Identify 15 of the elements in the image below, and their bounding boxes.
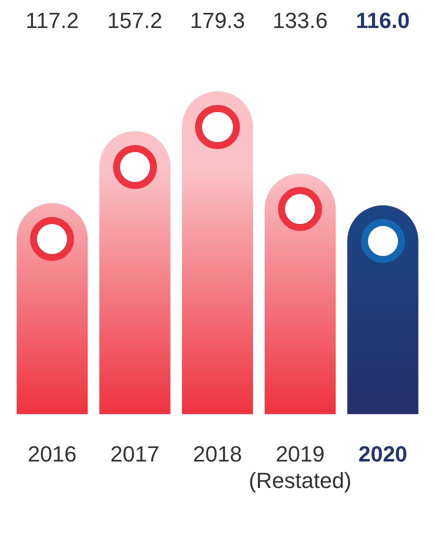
x-tick-label: 2018 — [193, 441, 242, 466]
data-label: 117.2 — [25, 8, 79, 34]
x-tick-label: 2019 (Restated) — [248, 441, 352, 493]
bar — [264, 174, 336, 414]
data-label: 133.6 — [272, 8, 328, 34]
bar — [99, 131, 170, 414]
x-tick-label: 2016 — [28, 441, 77, 466]
data-label: 157.2 — [107, 8, 162, 34]
data-label: 179.3 — [190, 8, 246, 34]
bar — [182, 91, 254, 414]
x-tick-label: 2020 — [358, 441, 408, 466]
data-label: 116.0 — [356, 8, 410, 34]
x-tick-label: 2017 — [110, 441, 160, 466]
bar — [347, 205, 418, 414]
bar — [16, 203, 88, 414]
